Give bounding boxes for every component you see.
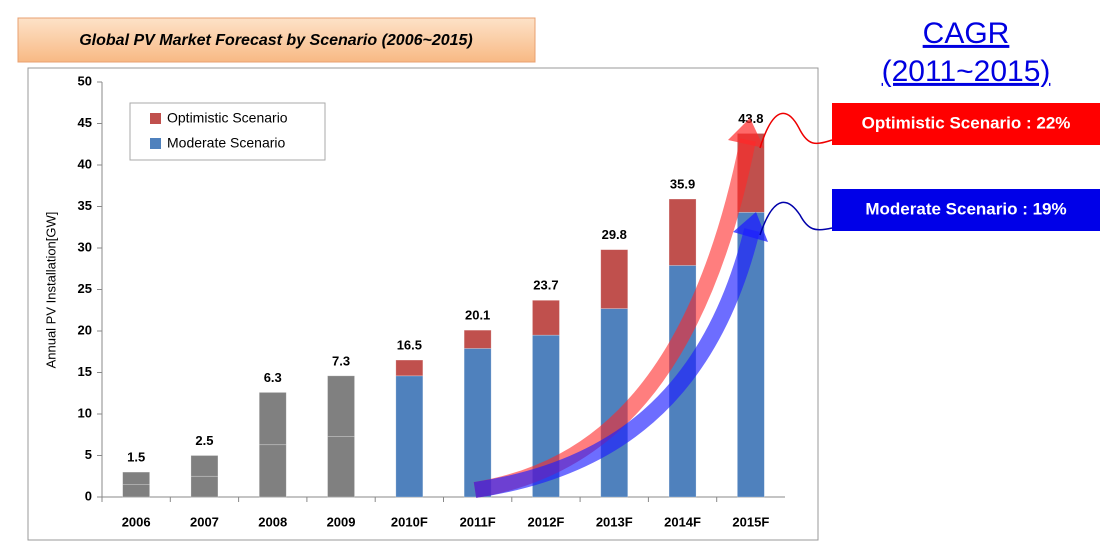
legend-swatch (150, 138, 161, 149)
x-tick-label: 2008 (258, 514, 287, 529)
x-tick-label: 2014F (664, 514, 701, 529)
moderate-arrow (473, 228, 760, 498)
bar-segment (463, 329, 492, 349)
total-label: 2.5 (195, 433, 213, 448)
y-tick-label: 10 (78, 405, 92, 420)
x-tick-label: 2012F (528, 514, 565, 529)
moderate-cagr: Moderate Scenario : 19% (865, 199, 1066, 218)
total-label: 23.7 (533, 278, 558, 293)
y-tick-label: 5 (85, 447, 92, 462)
cagr-period: (2011~2015) (882, 55, 1051, 88)
x-tick-label: 2013F (596, 514, 633, 529)
x-tick-label: 2010F (391, 514, 428, 529)
bar-segment (463, 348, 492, 498)
moderate-arrowhead (733, 212, 768, 242)
chart-border (27, 67, 819, 541)
x-tick-label: 2006 (122, 514, 151, 529)
y-tick-label: 50 (78, 73, 92, 88)
bar-segment (532, 299, 560, 336)
bar-segment (395, 375, 424, 498)
total-label: 1.5 (127, 450, 145, 465)
legend-label: Optimistic Scenario (167, 110, 288, 126)
y-tick-label: 20 (78, 322, 92, 337)
bar-segment (122, 484, 151, 498)
y-tick-label: 45 (78, 115, 92, 130)
bar-segment (258, 444, 287, 498)
total-label: 29.8 (602, 227, 627, 242)
bar-segment (327, 375, 355, 437)
y-tick-label: 15 (78, 364, 92, 379)
moderate-box (832, 189, 1100, 231)
bar-segment (122, 471, 151, 485)
plot: 0 5 10 15 20 25 30 35 40 45 50 2006 1.5 2007 2.5 2008 6.… (78, 73, 785, 529)
x-tick-label: 2007 (190, 514, 219, 529)
total-label: 6.3 (264, 370, 282, 385)
bar-segment (600, 249, 629, 309)
y-tick-label: 0 (85, 488, 92, 503)
optimistic-box (832, 103, 1100, 145)
y-axis-label: Annual PV Installation[GW] (43, 212, 58, 369)
total-label: 20.1 (465, 308, 490, 323)
y-tick-label: 40 (78, 156, 92, 171)
y-tick-label: 30 (78, 239, 92, 254)
optimistic-arrowhead (728, 118, 764, 148)
bar-segment (668, 198, 697, 266)
bar-segment (258, 392, 287, 446)
title-box (17, 17, 536, 63)
y-tick-label: 25 (78, 281, 92, 296)
cagr-title: CAGR (923, 17, 1010, 50)
bar-segment (190, 455, 219, 477)
x-tick-label: 2011F (460, 514, 496, 529)
y-tick-label: 35 (78, 198, 92, 213)
x-tick-label: 2015F (732, 514, 769, 529)
total-label: 35.9 (670, 176, 695, 191)
legend-swatch (150, 113, 161, 124)
x-tick-label: 2009 (327, 514, 356, 529)
legend-label: Moderate Scenario (167, 135, 286, 151)
moderate-connector (759, 201, 833, 236)
optimistic-connector (759, 112, 833, 149)
chart-title: Global PV Market Forecast by Scenario (2… (79, 32, 473, 49)
total-label: 7.3 (332, 353, 350, 368)
bar-segment (395, 359, 424, 377)
bar-segment (327, 436, 355, 498)
total-label: 43.8 (738, 111, 763, 126)
total-label: 16.5 (397, 337, 422, 352)
legend-box (129, 102, 326, 161)
bar-segment (190, 475, 219, 498)
bar-segment (600, 308, 629, 498)
optimistic-cagr: Optimistic Scenario : 22% (862, 113, 1071, 132)
